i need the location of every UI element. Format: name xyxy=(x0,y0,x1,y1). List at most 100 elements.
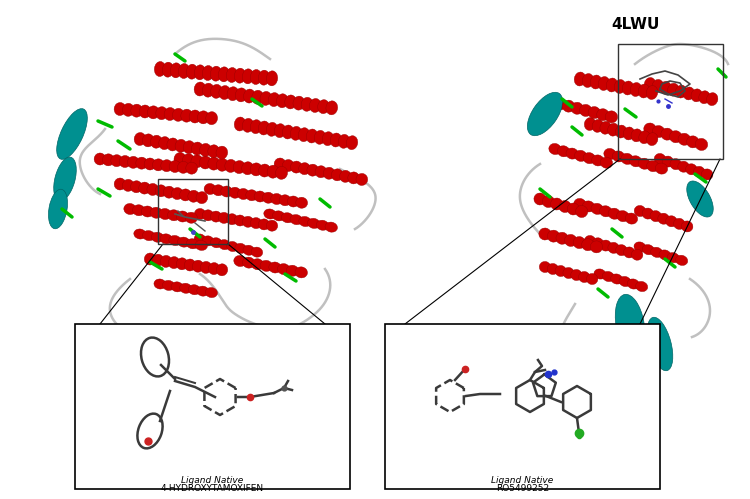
Ellipse shape xyxy=(191,142,203,155)
Ellipse shape xyxy=(706,93,718,106)
Ellipse shape xyxy=(652,126,664,138)
Ellipse shape xyxy=(260,91,272,105)
Ellipse shape xyxy=(259,164,271,177)
Ellipse shape xyxy=(332,169,343,181)
Ellipse shape xyxy=(204,184,216,195)
Text: Ligand Native: Ligand Native xyxy=(182,476,244,485)
Ellipse shape xyxy=(598,76,610,90)
Ellipse shape xyxy=(226,214,238,225)
Ellipse shape xyxy=(636,281,648,291)
Ellipse shape xyxy=(168,256,180,268)
Ellipse shape xyxy=(686,136,699,148)
Ellipse shape xyxy=(310,98,321,112)
Ellipse shape xyxy=(548,263,559,274)
Ellipse shape xyxy=(290,215,302,225)
Ellipse shape xyxy=(583,201,595,212)
Ellipse shape xyxy=(286,265,298,276)
Ellipse shape xyxy=(621,153,633,164)
Ellipse shape xyxy=(287,196,299,207)
Ellipse shape xyxy=(600,157,613,168)
Ellipse shape xyxy=(282,160,294,172)
Ellipse shape xyxy=(646,85,658,99)
Ellipse shape xyxy=(226,242,238,251)
Ellipse shape xyxy=(652,79,664,92)
Ellipse shape xyxy=(539,261,550,272)
Ellipse shape xyxy=(268,93,280,107)
Ellipse shape xyxy=(293,96,304,110)
Ellipse shape xyxy=(279,195,291,206)
Ellipse shape xyxy=(160,160,172,172)
Ellipse shape xyxy=(150,207,163,218)
Ellipse shape xyxy=(608,243,619,253)
Bar xyxy=(385,324,660,489)
Ellipse shape xyxy=(238,189,249,200)
Ellipse shape xyxy=(267,165,279,178)
Ellipse shape xyxy=(175,139,187,152)
Ellipse shape xyxy=(600,240,611,251)
Ellipse shape xyxy=(216,158,228,171)
Bar xyxy=(75,324,350,489)
Ellipse shape xyxy=(616,245,627,255)
Ellipse shape xyxy=(147,184,158,196)
Ellipse shape xyxy=(573,237,586,249)
Ellipse shape xyxy=(290,161,302,173)
Ellipse shape xyxy=(133,205,145,216)
Ellipse shape xyxy=(274,158,286,170)
Ellipse shape xyxy=(694,166,705,177)
Ellipse shape xyxy=(316,220,328,231)
Ellipse shape xyxy=(189,110,201,123)
Ellipse shape xyxy=(182,154,194,167)
Ellipse shape xyxy=(646,133,658,146)
Ellipse shape xyxy=(323,167,335,179)
Ellipse shape xyxy=(584,118,596,130)
Ellipse shape xyxy=(172,108,184,121)
Ellipse shape xyxy=(642,245,654,255)
Ellipse shape xyxy=(271,194,283,205)
Ellipse shape xyxy=(194,209,206,220)
Ellipse shape xyxy=(318,100,329,114)
Ellipse shape xyxy=(590,75,602,89)
Ellipse shape xyxy=(186,162,197,174)
Ellipse shape xyxy=(211,84,222,98)
Ellipse shape xyxy=(574,199,586,210)
Ellipse shape xyxy=(306,129,318,143)
Ellipse shape xyxy=(610,274,622,284)
Ellipse shape xyxy=(638,84,650,98)
Ellipse shape xyxy=(251,218,262,229)
Ellipse shape xyxy=(574,72,586,86)
Ellipse shape xyxy=(156,107,167,120)
Ellipse shape xyxy=(185,212,197,223)
Ellipse shape xyxy=(184,259,196,271)
Ellipse shape xyxy=(159,137,170,150)
Ellipse shape xyxy=(282,125,294,139)
Ellipse shape xyxy=(180,189,191,201)
Ellipse shape xyxy=(210,66,222,81)
Ellipse shape xyxy=(592,155,604,166)
Bar xyxy=(158,179,228,244)
Ellipse shape xyxy=(602,271,614,281)
Ellipse shape xyxy=(272,211,285,221)
Ellipse shape xyxy=(254,191,266,202)
Text: 4-HYDROXYTAMOXIFEN: 4-HYDROXYTAMOXIFEN xyxy=(161,484,264,493)
Ellipse shape xyxy=(152,159,164,171)
Ellipse shape xyxy=(642,208,653,219)
Ellipse shape xyxy=(192,260,204,272)
Ellipse shape xyxy=(290,126,302,140)
Ellipse shape xyxy=(557,146,570,157)
Ellipse shape xyxy=(154,279,166,289)
Ellipse shape xyxy=(130,181,142,193)
Ellipse shape xyxy=(212,185,224,196)
Ellipse shape xyxy=(622,81,634,95)
Bar xyxy=(618,44,723,159)
Ellipse shape xyxy=(562,100,574,112)
Ellipse shape xyxy=(226,67,238,82)
Ellipse shape xyxy=(586,273,598,284)
Ellipse shape xyxy=(659,250,671,260)
Ellipse shape xyxy=(195,241,208,250)
Ellipse shape xyxy=(164,186,175,198)
Ellipse shape xyxy=(676,85,687,98)
Ellipse shape xyxy=(527,92,562,136)
Ellipse shape xyxy=(277,94,288,108)
Ellipse shape xyxy=(275,166,287,179)
Ellipse shape xyxy=(651,247,663,257)
